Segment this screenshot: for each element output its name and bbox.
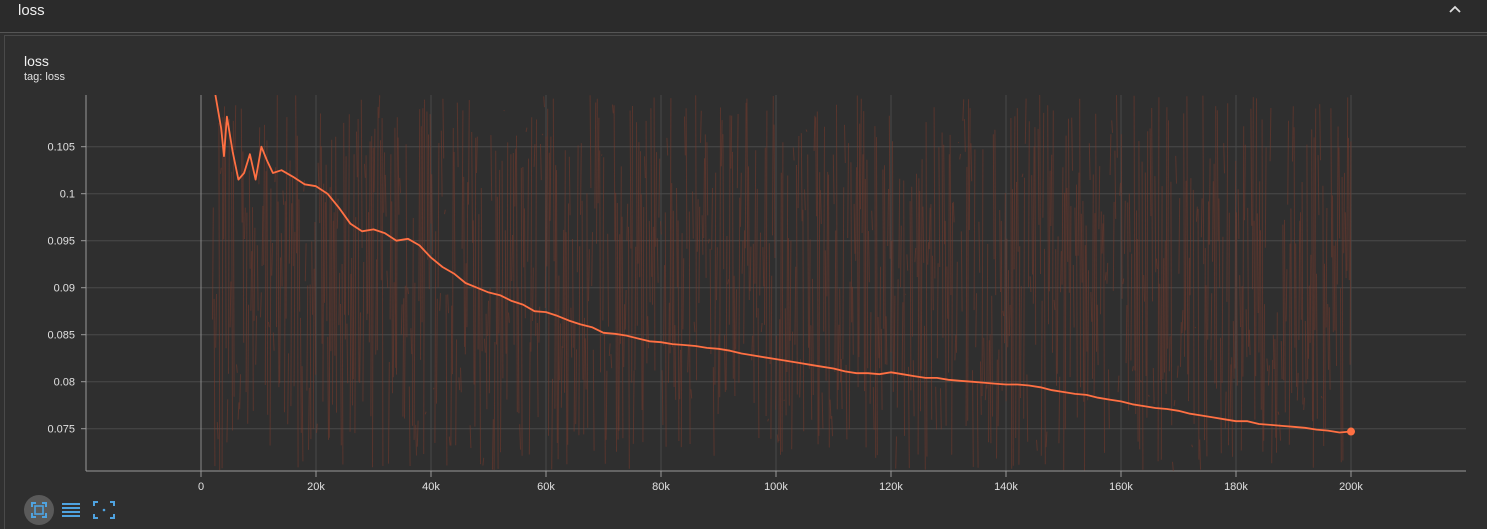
section-header: loss: [0, 0, 1487, 33]
x-tick-label: 60k: [537, 481, 555, 493]
x-tick-label: 160k: [1109, 481, 1133, 493]
chevron-up-icon[interactable]: [1445, 2, 1465, 22]
smoothed-loss-line: [214, 95, 1352, 434]
fit-domain-button[interactable]: [24, 495, 54, 525]
chart-title: loss: [24, 53, 49, 69]
x-tick-label: 20k: [307, 481, 325, 493]
section-title: loss: [18, 2, 45, 19]
y-tick-label: 0.09: [54, 283, 75, 295]
expand-button[interactable]: [89, 495, 119, 525]
y-tick-label: 0.08: [54, 377, 75, 389]
y-tick-label: 0.1: [60, 189, 75, 201]
chart-tag: tag: loss: [24, 71, 65, 83]
y-tick-label: 0.095: [47, 236, 75, 248]
raw-loss-line: [212, 95, 1352, 471]
expand-icon: [93, 501, 115, 519]
toggle-log-scale-button[interactable]: [56, 495, 86, 525]
x-tick-label: 200k: [1339, 481, 1363, 493]
x-tick-label: 140k: [994, 481, 1018, 493]
x-tick-label: 100k: [764, 481, 788, 493]
y-tick-label: 0.105: [47, 142, 75, 154]
y-tick-label: 0.075: [47, 424, 75, 436]
last-value-marker: [1347, 427, 1355, 436]
x-tick-label: 80k: [652, 481, 670, 493]
y-tick-label: 0.085: [47, 330, 75, 342]
x-tick-label: 180k: [1224, 481, 1248, 493]
raw-loss-spikes: [212, 95, 1352, 471]
x-tick-label: 120k: [879, 481, 903, 493]
toggle-log-scale-icon: [62, 503, 80, 517]
x-tick-label: 0: [198, 481, 204, 493]
fit-domain-icon: [31, 502, 47, 518]
x-tick-label: 40k: [422, 481, 440, 493]
